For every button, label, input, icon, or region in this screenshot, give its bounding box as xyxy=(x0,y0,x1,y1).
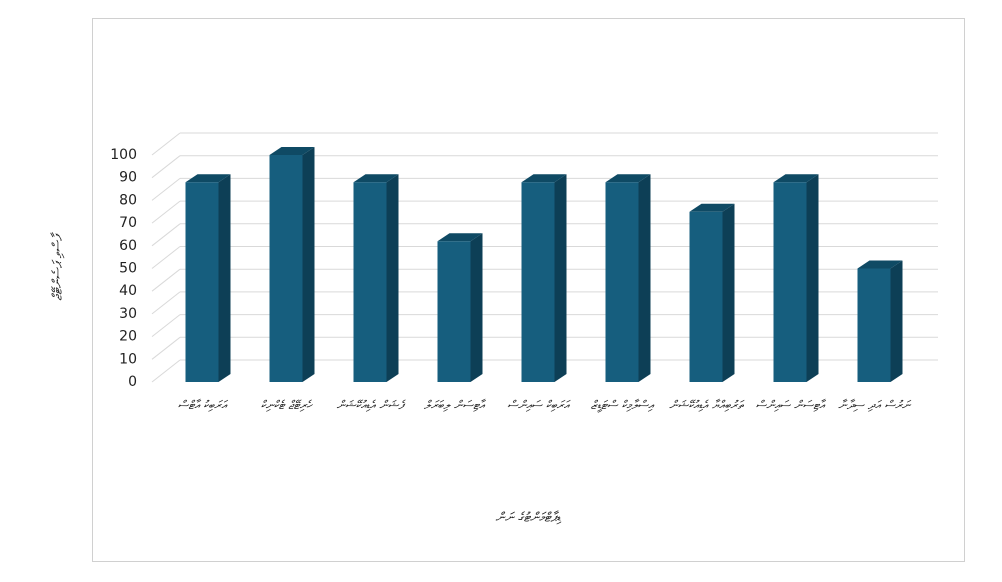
x-tick-label: ނަރުސް އަދި ސިދާނާ xyxy=(838,398,910,412)
y-axis-title: ފާސްވި ޕަސެންޓޭޖް xyxy=(50,232,66,301)
grid-side xyxy=(151,268,181,292)
x-tick-label: ފެޝަން އެޑިއުކޭޝަން xyxy=(336,398,404,412)
bar xyxy=(689,203,735,382)
y-tick-label: 10 xyxy=(119,351,137,367)
grid-side xyxy=(151,246,181,269)
x-tick-label-box: އަރަބިކް ސައިންސް xyxy=(507,398,569,412)
bar xyxy=(269,147,315,382)
y-tick-label: 50 xyxy=(119,261,137,277)
x-tick-label-box: އާޓިސަން ސައިންސް xyxy=(755,398,825,412)
x-tick-label: އާޓިސަން ސައިންސް xyxy=(755,398,825,412)
x-tick-label-box: ފެޝަން އެޑިއުކޭޝަން xyxy=(336,398,404,412)
bar-top xyxy=(605,174,651,183)
bar xyxy=(437,233,483,382)
bar-side xyxy=(218,174,231,382)
bar xyxy=(521,174,567,382)
y-tick-label: 30 xyxy=(119,306,137,322)
y-tick-label: 90 xyxy=(119,170,137,186)
grid-side xyxy=(151,132,181,156)
bar-side xyxy=(302,147,315,382)
grid-side xyxy=(151,200,181,224)
bar-side xyxy=(638,174,651,382)
bar xyxy=(185,174,231,382)
y-tick-label: 40 xyxy=(119,283,137,299)
grid-side xyxy=(151,223,181,247)
y-tick-label: 70 xyxy=(119,215,137,231)
bar-top xyxy=(185,174,231,183)
bar-front xyxy=(185,182,219,382)
bar-top xyxy=(437,233,483,242)
x-tick-label-box: ނަރުސް އަދި ސިދާނާ xyxy=(838,398,910,412)
bar-side xyxy=(554,174,567,382)
bar-top xyxy=(269,147,315,155)
x-tick-label: އާޓިސަން ލިބަރަލް xyxy=(423,398,485,412)
bar-front xyxy=(689,211,723,382)
x-tick-label-box: ތަރުބިއްޔާ އެޑިއުކޭޝަން xyxy=(669,398,743,412)
grid-side xyxy=(151,155,181,179)
bar-front xyxy=(437,241,471,382)
bar-top xyxy=(353,174,399,183)
bar-side xyxy=(386,174,399,382)
grid-side xyxy=(151,336,181,360)
y-tick-label: 20 xyxy=(119,329,137,345)
x-tick-label: އަރަބިކް ސައިންސް xyxy=(507,398,569,412)
grid-side xyxy=(151,314,181,337)
bar-top xyxy=(689,203,735,212)
bar-front xyxy=(353,182,387,382)
bar-front xyxy=(521,182,555,382)
x-tick-label: އަރަބިކު އާޓްސް xyxy=(177,398,227,412)
y-tick-label: 100 xyxy=(110,147,137,163)
bar-top xyxy=(521,174,567,183)
bar-front xyxy=(773,182,807,382)
x-tick-label-box: އަރަބިކު އާޓްސް xyxy=(177,398,227,412)
bar-side xyxy=(722,203,735,382)
bar-side xyxy=(470,233,483,382)
bar-front xyxy=(269,155,303,382)
x-tick-label-box: ހެރިޓޭޖް ޓެކްނިކް xyxy=(260,398,312,412)
bar-side xyxy=(806,174,819,382)
bar-top xyxy=(773,174,819,183)
bar xyxy=(773,174,819,382)
bar-front xyxy=(605,182,639,382)
bar xyxy=(353,174,399,382)
bar xyxy=(857,260,903,382)
x-tick-label-box: އިސްލާމިކް ސްޓަޑީޒް xyxy=(590,398,654,412)
x-tick-label: ތަރުބިއްޔާ އެޑިއުކޭޝަން xyxy=(669,398,743,412)
bar-front xyxy=(857,268,891,382)
y-tick-label: 80 xyxy=(119,192,137,208)
bar-top xyxy=(857,260,903,269)
bar-side xyxy=(890,260,903,382)
x-axis-title: ޑިޕާޓްމަންޓުގެ ނަން xyxy=(495,510,561,526)
grid-side xyxy=(151,291,181,315)
x-tick-label: އިސްލާމިކް ސްޓަޑީޒް xyxy=(590,398,654,412)
x-tick-label: ހެރިޓޭޖް ޓެކްނިކް xyxy=(260,398,312,412)
x-tick-label-box: އާޓިސަން ލިބަރަލް xyxy=(423,398,485,412)
y-tick-label: 0 xyxy=(128,374,137,390)
grid-side xyxy=(151,178,181,201)
bar xyxy=(605,174,651,382)
y-tick-label: 60 xyxy=(119,238,137,254)
grid-side xyxy=(151,359,181,383)
